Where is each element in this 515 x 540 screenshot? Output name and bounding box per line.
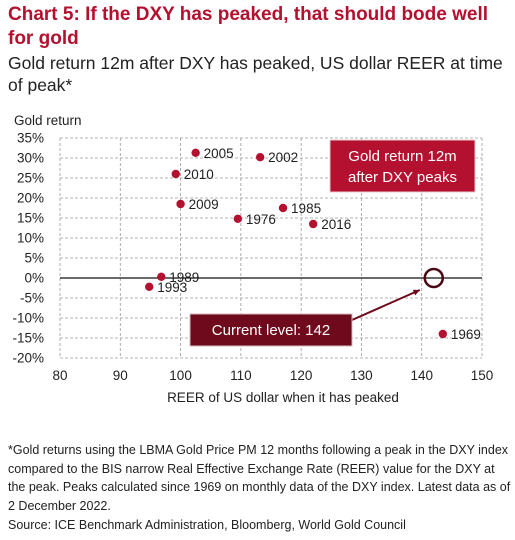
x-tick-label: 100 (169, 368, 192, 383)
callout-label: Current level: 142 (212, 322, 330, 339)
chart-subtitle: Gold return 12m after DXY has peaked, US… (8, 53, 503, 95)
callout-box (189, 313, 353, 347)
scatter-chart: Gold return 35% 30% 25% 20% 15% 10% 5% 0% -5% -10… (12, 113, 493, 405)
y-tick-label: 35% (17, 131, 44, 146)
y-tick-label: -20% (12, 351, 44, 366)
data-point (233, 214, 243, 223)
x-tick-label: 110 (230, 368, 252, 383)
data-point (309, 219, 318, 229)
data-point (171, 169, 180, 179)
data-point (145, 282, 154, 291)
x-tick-label: 150 (471, 368, 494, 383)
point-label: 2009 (189, 197, 219, 212)
chart-title: Chart 5: If the DXY has peaked, that sho… (8, 4, 489, 49)
y-axis-label: Gold return (14, 113, 82, 128)
legend: Gold return 12m after DXY peaks (329, 139, 476, 193)
y-tick-label: -5% (20, 291, 44, 306)
y-tick-label: -10% (12, 311, 44, 326)
data-point (438, 329, 448, 339)
x-tick-label: 120 (290, 368, 313, 383)
data-point (191, 148, 200, 157)
y-tick-label: -15% (12, 331, 44, 346)
data-point (157, 272, 166, 281)
y-tick-label: 30% (17, 151, 44, 166)
x-tick-label: 140 (410, 368, 433, 383)
y-tick-label: 0% (24, 271, 44, 286)
x-tick-label: 130 (350, 368, 373, 383)
y-tick-label: 25% (17, 171, 44, 186)
point-label: 1969 (451, 327, 481, 342)
y-tick-label: 5% (24, 251, 44, 266)
point-label: 2016 (321, 217, 351, 232)
y-tick-label: 20% (17, 191, 44, 206)
grid-lines (59, 137, 483, 359)
callout-arrow-head (412, 289, 420, 296)
point-label: 2010 (184, 167, 214, 182)
legend-label: after DXY peaks (348, 169, 457, 186)
x-tick-label: 80 (52, 368, 67, 383)
source-note: Source: ICE Benchmark Administration, Bl… (8, 518, 406, 532)
y-tick-labels: 35% 30% 25% 20% 15% 10% 5% 0% -5% -10% -15% -20% (12, 131, 44, 366)
legend-label: Gold return 12m (348, 148, 456, 165)
point-label: 1976 (246, 212, 276, 227)
data-point (278, 203, 288, 213)
point-label: 2002 (268, 150, 298, 165)
callout-arrow-line (351, 289, 421, 321)
y-tick-label: 10% (17, 231, 44, 246)
x-tick-label: 90 (113, 368, 128, 383)
data-point (255, 153, 265, 162)
current-level-marker (423, 267, 445, 289)
point-label: 1993 (157, 280, 187, 295)
point-label: 1985 (291, 201, 321, 216)
point-label: 2005 (204, 146, 234, 161)
data-point (176, 199, 185, 209)
y-tick-label: 15% (17, 211, 44, 226)
footnote: *Gold returns using the LBMA Gold Price … (8, 443, 511, 513)
x-tick-labels: 80 90 100 110 120 130 140 150 (52, 368, 493, 383)
current-level-highlight: Current level: 142 (189, 267, 445, 347)
x-axis-label: REER of US dollar when it has peaked (167, 390, 399, 405)
legend-box (329, 139, 476, 193)
point-label: 1989 (169, 270, 199, 285)
